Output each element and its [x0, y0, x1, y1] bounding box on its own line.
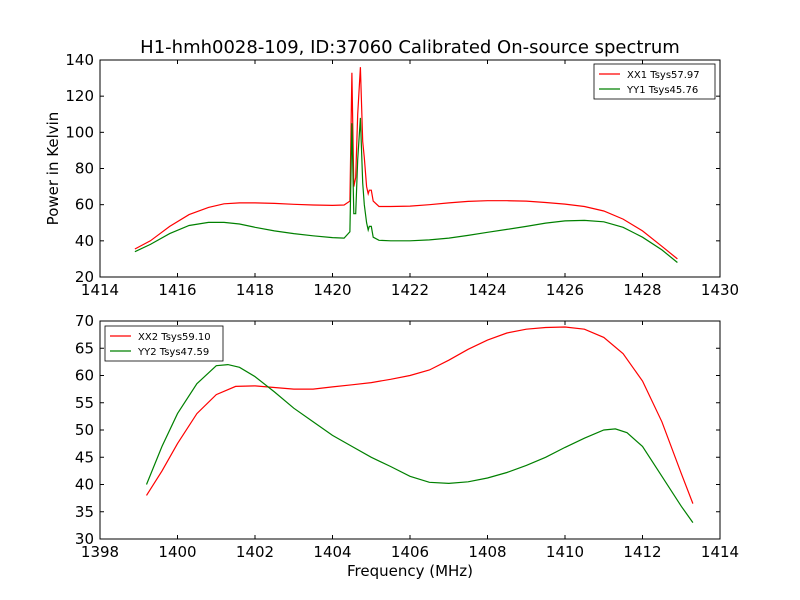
x-tick-label: 1408 [468, 543, 506, 561]
x-tick-label: 1404 [313, 543, 351, 561]
x-tick-label: 1402 [236, 543, 274, 561]
y-tick-label: 80 [75, 160, 94, 178]
y-tick-label: 45 [75, 448, 94, 466]
x-tick-label: 1416 [158, 281, 196, 299]
y-tick-label: 30 [75, 530, 94, 548]
x-tick-label: 1430 [701, 281, 739, 299]
chart-panel-1: 1414 1416 1418 1420 1422 1424 1426 1428 1430 20 40… [44, 51, 739, 299]
x-axis-label: Frequency (MHz) [347, 562, 473, 580]
y-tick-label: 60 [75, 196, 94, 214]
y-tick-label: 40 [75, 476, 94, 494]
series-line-yy1 [134, 117, 678, 263]
y-tick-label: 60 [75, 367, 94, 385]
chart-title: H1-hmh0028-109, ID:37060 Calibrated On-s… [140, 37, 680, 58]
series-line-xx1 [134, 67, 678, 260]
legend-label: YY2 Tsys47.59 [137, 347, 209, 358]
x-tick-label: 1420 [313, 281, 351, 299]
legend-label: XX1 Tsys57.97 [627, 70, 700, 81]
legend-label: XX2 Tsys59.10 [138, 332, 211, 343]
legend-box [593, 63, 716, 100]
x-tick-label: 1424 [468, 281, 506, 299]
x-tick-label: 1406 [391, 543, 429, 561]
y-tick-label: 100 [65, 123, 94, 141]
legend: XX1 Tsys57.97 YY1 Tsys45.76 [593, 63, 716, 100]
x-tick-label: 1414 [81, 281, 119, 299]
x-tick-label: 1422 [391, 281, 429, 299]
y-tick-label: 120 [65, 87, 94, 105]
y-tick-label: 20 [75, 268, 94, 286]
series-line-yy2 [145, 363, 694, 523]
x-tick-label: 1414 [701, 543, 739, 561]
x-tick-label: 1428 [623, 281, 661, 299]
y-tick-label: 140 [65, 51, 94, 69]
x-tick-label: 1418 [236, 281, 274, 299]
y-tick-label: 55 [75, 394, 94, 412]
y-tick-label: 65 [75, 339, 94, 357]
series-line-xx2 [145, 326, 694, 504]
chart-panel-2: 1398 1400 1402 1404 1406 1408 1410 1412 1414 30 35… [75, 312, 739, 580]
y-tick-label: 70 [75, 312, 94, 330]
x-tick-label: 1410 [546, 543, 584, 561]
x-tick-label: 1400 [158, 543, 196, 561]
legend-box [104, 325, 224, 362]
y-tick-label: 40 [75, 232, 94, 250]
x-tick-label: 1412 [623, 543, 661, 561]
legend-label: YY1 Tsys45.76 [626, 85, 698, 96]
x-tick-label: 1426 [546, 281, 584, 299]
x-tick-label: 1398 [81, 543, 119, 561]
y-tick-label: 35 [75, 503, 94, 521]
legend: XX2 Tsys59.10 YY2 Tsys47.59 [104, 325, 224, 362]
y-tick-label: 50 [75, 421, 94, 439]
y-axis-label: Power in Kelvin [44, 112, 62, 226]
